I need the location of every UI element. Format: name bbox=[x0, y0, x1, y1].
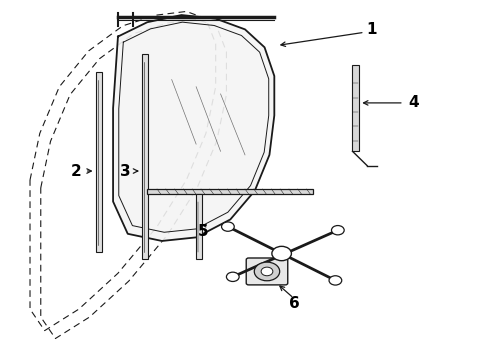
Text: 6: 6 bbox=[290, 296, 300, 311]
Circle shape bbox=[261, 267, 273, 276]
Polygon shape bbox=[196, 194, 202, 259]
Text: 2: 2 bbox=[71, 163, 82, 179]
Circle shape bbox=[329, 276, 342, 285]
FancyBboxPatch shape bbox=[246, 258, 288, 285]
Text: 3: 3 bbox=[120, 163, 131, 179]
Polygon shape bbox=[143, 54, 148, 259]
Circle shape bbox=[272, 246, 292, 261]
Polygon shape bbox=[96, 72, 102, 252]
Text: 5: 5 bbox=[198, 225, 209, 239]
Circle shape bbox=[226, 272, 239, 282]
Polygon shape bbox=[113, 15, 274, 241]
Text: 4: 4 bbox=[408, 95, 419, 111]
Circle shape bbox=[221, 222, 234, 231]
Text: 1: 1 bbox=[367, 22, 377, 37]
Polygon shape bbox=[352, 65, 359, 151]
Circle shape bbox=[331, 226, 344, 235]
Polygon shape bbox=[147, 189, 314, 194]
Circle shape bbox=[254, 262, 280, 281]
